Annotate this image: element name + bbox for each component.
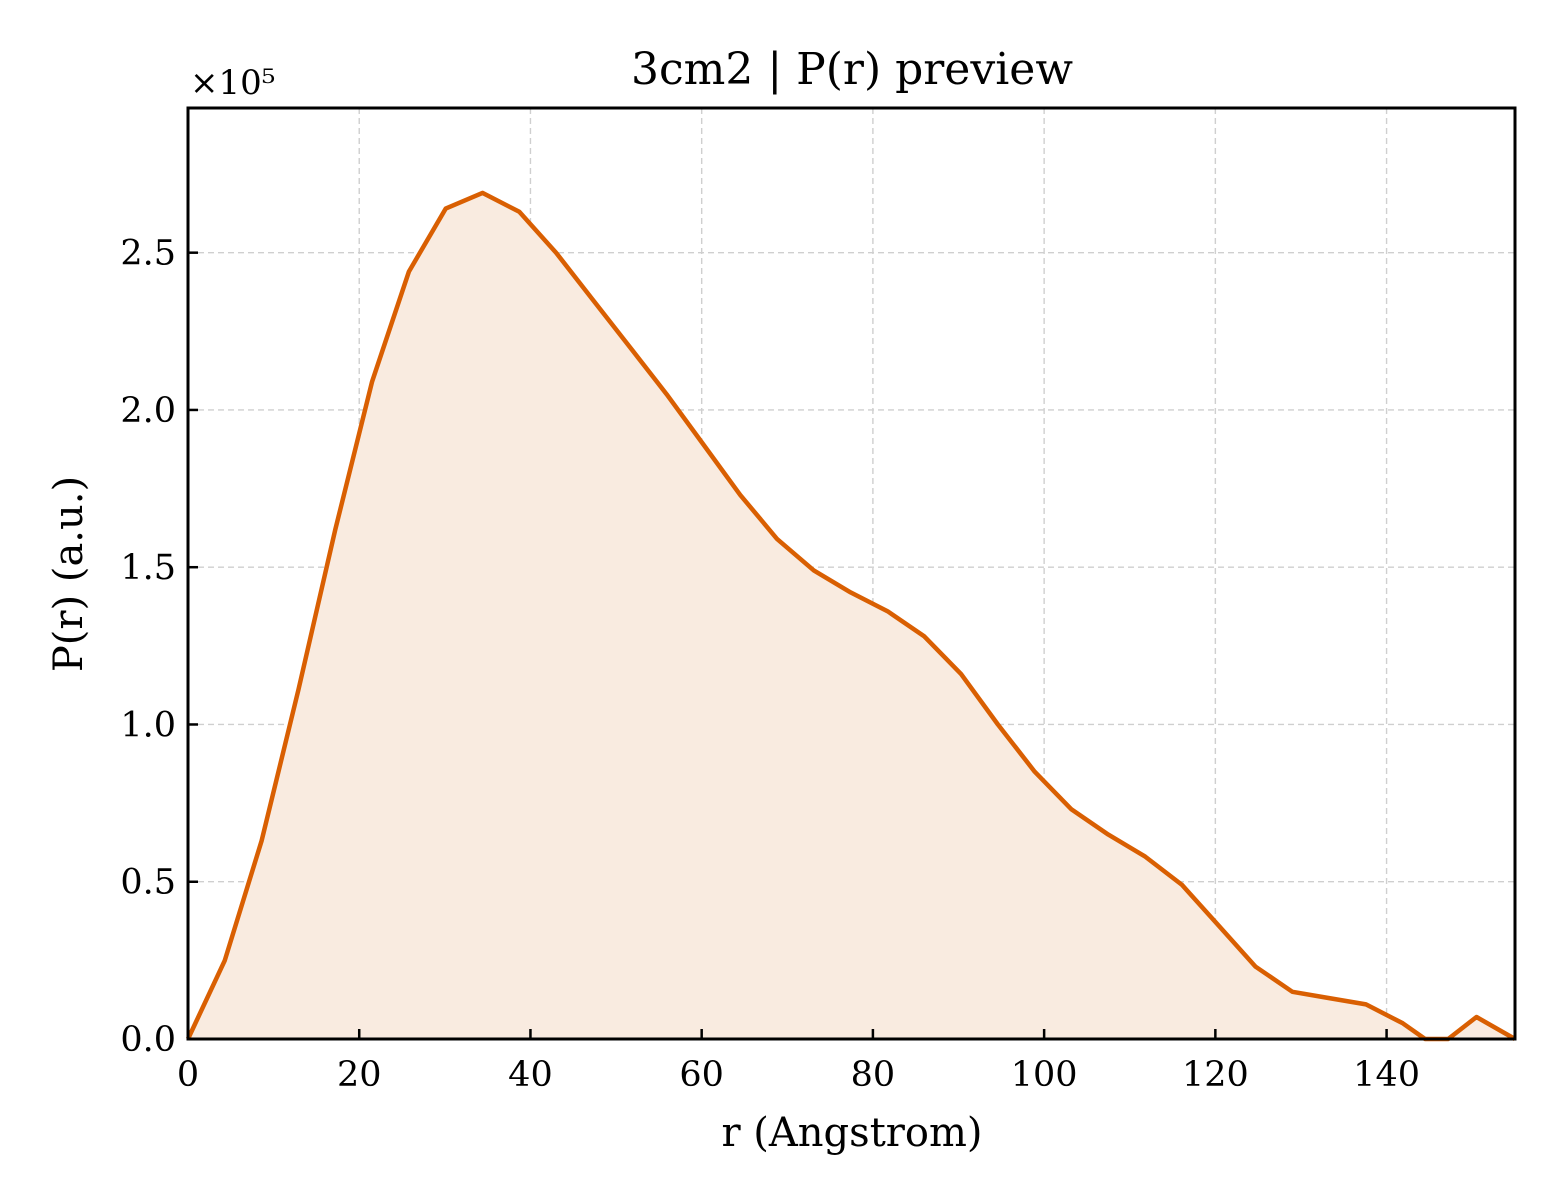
x-tick-label: 60 xyxy=(679,1055,724,1095)
y-tick-label: 2.5 xyxy=(120,234,176,274)
x-tick-label: 120 xyxy=(1182,1055,1249,1095)
y-tick-label: 2.0 xyxy=(120,391,176,431)
y-tick-label: 1.5 xyxy=(120,548,176,588)
y-tick-label: 0.0 xyxy=(120,1020,176,1060)
series-line xyxy=(185,190,1517,1042)
x-tick-label: 0 xyxy=(177,1055,199,1095)
y-tick-label: 0.5 xyxy=(120,863,176,903)
x-tick-label: 140 xyxy=(1353,1055,1420,1095)
plot-frame xyxy=(186,106,1517,1041)
x-tick-label: 80 xyxy=(851,1055,896,1095)
y-axis-label: P(r) (a.u.) xyxy=(46,476,92,672)
y-offset-label: ×10⁵ xyxy=(190,63,275,103)
x-tick-label: 100 xyxy=(1011,1055,1078,1095)
x-axis-label: r (Angstrom) xyxy=(721,1110,982,1156)
y-tick-label: 1.0 xyxy=(120,705,176,745)
x-tick-label: 20 xyxy=(337,1055,382,1095)
plot-area xyxy=(185,190,1517,1042)
ticks: 0 20 40 60 80 100 120 140 0.0 0.5 1.0 1.5 2.0 2.5 xyxy=(120,234,1420,1095)
series-area-fill xyxy=(188,192,1515,1039)
x-tick-label: 40 xyxy=(508,1055,553,1095)
chart-title: 3cm2 | P(r) preview xyxy=(631,44,1073,95)
